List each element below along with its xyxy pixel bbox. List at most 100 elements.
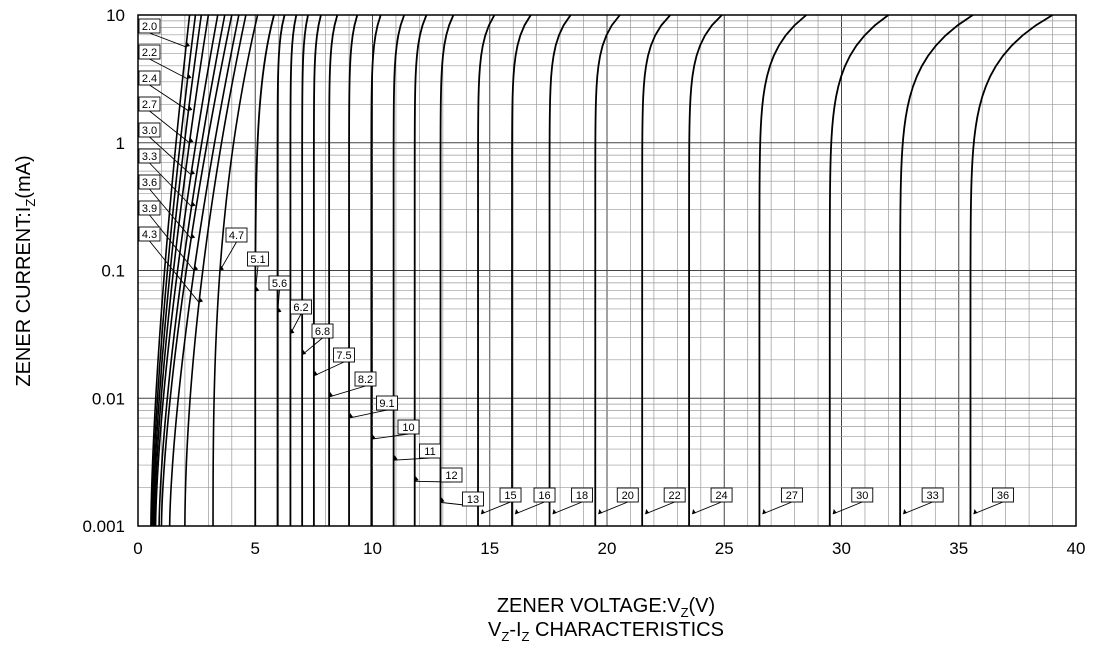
label-arrowhead-12 <box>414 476 419 482</box>
label-leader-7.5 <box>313 361 345 377</box>
curve-label: 33 <box>927 490 939 502</box>
chart-caption: VZ-IZ CHARACTERISTICS <box>488 619 724 644</box>
curve-label: 12 <box>445 470 457 482</box>
zener-curve-16 <box>511 14 532 526</box>
label-leader-5.1 <box>254 265 259 292</box>
label-leader-22 <box>645 501 675 515</box>
x-tick-label: 40 <box>1067 539 1086 558</box>
y-tick-label: 0.01 <box>92 389 125 408</box>
label-box-3.6 <box>138 174 161 190</box>
curve-label: 13 <box>467 494 479 506</box>
label-leader-4.3 <box>149 240 200 303</box>
zener-curve-9.1 <box>348 14 359 526</box>
label-arrowhead-3.9 <box>194 265 199 271</box>
label-leader-2.4 <box>149 84 189 112</box>
label-box-3.3 <box>138 148 161 164</box>
zener-curve-3.3 <box>158 14 226 527</box>
zener-curve-6.2 <box>289 14 298 526</box>
zener-curve-24 <box>688 14 723 526</box>
label-arrowhead-13 <box>440 497 445 503</box>
label-leader-18 <box>552 501 583 515</box>
label-box-4.7 <box>225 227 248 243</box>
label-leader-3.3 <box>149 162 192 207</box>
label-leader-16 <box>514 501 545 515</box>
y-tick-label: 0.1 <box>101 262 125 281</box>
label-leader-33 <box>902 501 933 515</box>
label-arrowhead-2.7 <box>189 137 194 143</box>
label-box-4.3 <box>138 226 161 242</box>
label-arrowhead-24 <box>692 509 697 514</box>
label-box-2.7 <box>138 96 161 112</box>
curve-label: 18 <box>576 490 588 502</box>
curve-label: 5.6 <box>272 278 287 290</box>
x-tick-label: 5 <box>251 539 260 558</box>
zener-curve-22 <box>641 14 671 526</box>
tick-labels: 0 5 10 15 20 25 30 35 40 0.001 0.01 0.1 1 10 <box>82 6 1085 558</box>
label-box-2.0 <box>138 18 161 34</box>
curve-label: 6.8 <box>315 326 330 338</box>
label-leader-2.0 <box>149 32 187 48</box>
label-leader-4.7 <box>219 241 237 271</box>
curve-label: 2.2 <box>142 47 157 59</box>
zener-curve-30 <box>828 14 889 526</box>
label-leader-3.0 <box>149 136 192 176</box>
label-box-2.2 <box>138 44 161 60</box>
label-arrowhead-3.3 <box>191 201 196 207</box>
zener-curve-4.3 <box>184 14 247 527</box>
zener-curve-10 <box>370 14 382 526</box>
label-arrowhead-27 <box>762 509 767 514</box>
label-box-22 <box>663 487 686 503</box>
zener-curve-18 <box>548 14 572 526</box>
label-box-10 <box>397 419 420 435</box>
zener-curve-11 <box>392 14 406 526</box>
zener-curve-4.7 <box>212 14 259 526</box>
label-arrowhead-7.5 <box>313 370 318 376</box>
curve-label: 9.1 <box>379 398 394 410</box>
curve-label: 22 <box>669 490 681 502</box>
zener-curve-2.4 <box>152 14 203 527</box>
label-arrowhead-10 <box>371 434 376 440</box>
label-box-18 <box>571 487 593 503</box>
label-arrowhead-22 <box>645 509 650 514</box>
label-leader-30 <box>832 501 863 515</box>
label-box-9.1 <box>376 395 398 411</box>
curve-label: 2.0 <box>142 21 157 33</box>
zener-curve-33 <box>899 14 974 526</box>
curve-label: 24 <box>715 490 727 502</box>
label-box-13 <box>462 491 484 507</box>
curve-label: 3.6 <box>142 177 157 189</box>
zener-curve-15 <box>477 14 496 526</box>
x-axis-title: ZENER VOLTAGE:VZ(V) <box>497 595 715 620</box>
curve-label: 3.0 <box>142 125 157 137</box>
label-box-24 <box>710 487 733 503</box>
curve-label: 11 <box>424 446 435 458</box>
label-arrowhead-20 <box>598 509 603 514</box>
x-tick-label: 10 <box>363 539 382 558</box>
zener-curve-8.2 <box>328 14 339 526</box>
label-arrowhead-4.3 <box>199 297 204 303</box>
x-tick-label: 35 <box>949 539 968 558</box>
label-box-30 <box>851 487 874 503</box>
zener-curve-5.1 <box>254 14 275 526</box>
label-leader-3.6 <box>149 188 192 239</box>
x-tick-label: 30 <box>832 539 851 558</box>
curve-label: 5.1 <box>250 254 265 266</box>
curve-label: 3.3 <box>142 151 157 163</box>
curve-label: 3.9 <box>142 203 157 215</box>
label-arrowhead-3.0 <box>191 169 196 175</box>
label-box-15 <box>499 487 522 503</box>
label-arrowhead-11 <box>393 455 398 461</box>
label-box-3.9 <box>138 200 161 216</box>
zener-curve-7.5 <box>312 14 322 526</box>
label-box-3.0 <box>138 122 161 138</box>
curve-label: 7.5 <box>336 350 351 362</box>
zener-curve-20 <box>594 14 621 526</box>
zener-curve-2.0 <box>150 14 191 527</box>
curve-label: 15 <box>504 490 516 502</box>
curve-label: 36 <box>997 490 1009 502</box>
label-box-11 <box>419 443 441 459</box>
label-box-27 <box>780 487 803 503</box>
label-arrowhead-18 <box>552 509 557 514</box>
label-arrowhead-3.6 <box>191 233 196 239</box>
